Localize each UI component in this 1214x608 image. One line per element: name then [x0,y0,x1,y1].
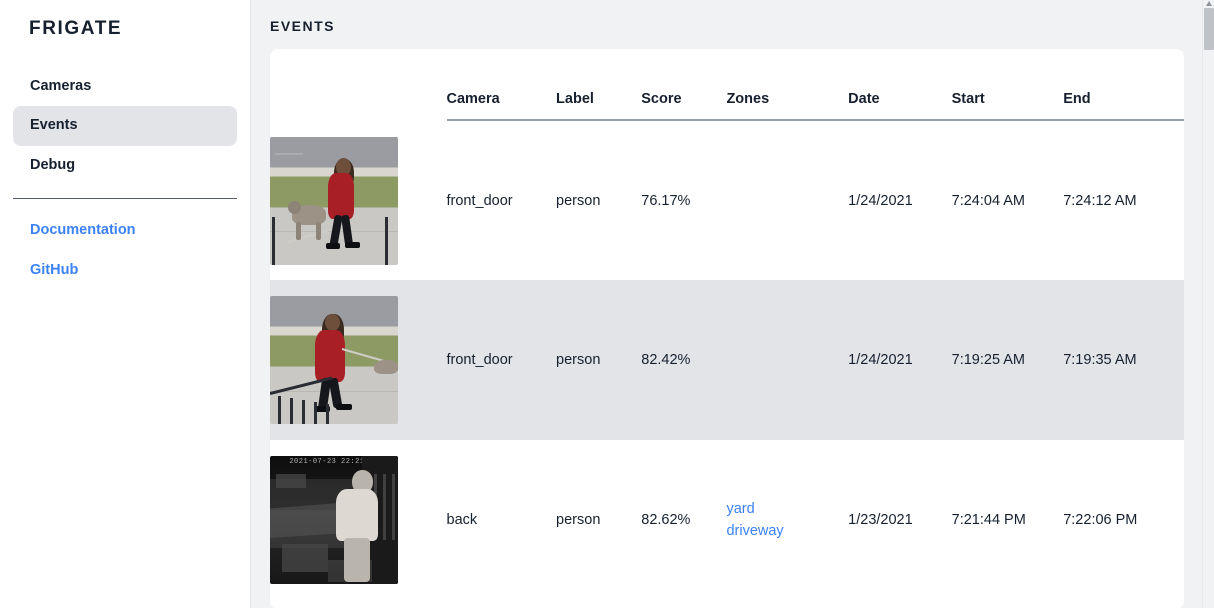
red-coat [328,172,354,219]
event-camera[interactable]: front_door [446,192,513,209]
event-thumbnail-cell [270,120,447,280]
column-header-start[interactable]: Start [951,49,1064,121]
sidebar: FRIGATE Cameras Events Debug Documentati… [0,0,251,608]
scroll-up-arrow-icon[interactable] [1206,1,1212,6]
head [336,157,351,176]
fence-post [290,398,293,424]
column-header-date[interactable]: Date [848,49,952,121]
table-row[interactable]: front_door person 76.17% 1/24/2021 7:24:… [270,120,1184,280]
fence-post [385,216,388,265]
event-start: 7:24:04 AM [951,192,1025,209]
shoe-right [345,241,360,248]
event-end: 7:24:12 AM [1063,192,1137,209]
event-end: 7:22:06 PM [1063,512,1138,528]
column-header-zones[interactable]: Zones [726,49,849,121]
sidebar-nav: Cameras Events Debug [0,67,250,185]
head [352,470,373,494]
table-row[interactable]: front_door person 82.42% 1/24/2021 7:19:… [270,280,1184,440]
event-zones [726,280,849,440]
road-marking [275,153,304,156]
vertical-scrollbar[interactable] [1202,0,1214,608]
white-shirt [336,489,378,541]
sidebar-divider [13,198,237,200]
dog-body [374,360,398,374]
shoe-left [315,406,330,412]
sidebar-link-documentation[interactable]: Documentation [30,222,136,239]
event-score: 76.17% [641,192,691,209]
event-thumbnail-cell [270,280,447,440]
dog-leg [316,221,321,240]
event-zone[interactable]: yard [726,500,755,517]
event-thumbnail-cell: 2021-07-23 22:21:52 [270,440,447,600]
event-thumbnail-image[interactable]: 2021-07-23 22:21:52 [270,456,398,584]
event-zones: yard driveway [726,440,848,600]
table-row[interactable]: 2021-07-23 22:21:52 [270,440,1184,600]
column-header-end[interactable]: End [1063,49,1184,121]
page-title: EVENTS [270,18,336,34]
events-table-head: Camera Label Score Zones Date Start End [270,49,1184,121]
table-header-row: Camera Label Score Zones Date Start End [270,49,1184,121]
fence-post [326,404,329,424]
leg-right [340,214,354,245]
event-camera[interactable]: front_door [446,280,557,440]
event-score: 82.62% [641,512,691,528]
vertical-scrollbar-thumb[interactable] [1204,8,1214,50]
events-card: Camera Label Score Zones Date Start End [270,49,1184,608]
shoe-right [336,404,352,410]
event-date: 1/23/2021 [848,512,913,528]
event-camera[interactable]: back [446,512,478,528]
sidebar-item-cameras[interactable]: Cameras [30,78,92,94]
event-end: 7:19:35 AM [1063,280,1184,440]
events-table-body: front_door person 76.17% 1/24/2021 7:24:… [270,120,1184,600]
event-date: 1/24/2021 [848,192,913,209]
column-header-thumbnail [270,49,447,120]
background-object [276,474,306,488]
shoe-left [326,242,340,249]
column-header-camera[interactable]: Camera [446,49,557,121]
event-label[interactable]: person [556,512,601,528]
event-start: 7:19:25 AM [951,280,1064,440]
event-label[interactable]: person [556,280,642,440]
fence-post [314,402,317,424]
fence-post [272,216,275,265]
sidebar-link-github[interactable]: GitHub [30,261,79,278]
event-date: 1/24/2021 [848,280,952,440]
sidebar-links: Documentation GitHub [0,211,250,290]
sidebar-item-events[interactable]: Events [13,106,237,146]
event-thumbnail-image[interactable] [270,136,398,265]
thumbnail-timestamp-overlay: 2021-07-23 22:21:52 [289,458,379,466]
event-start: 7:21:44 PM [951,512,1026,528]
event-thumbnail-image[interactable] [270,296,398,424]
red-coat [315,330,345,382]
fence-post [302,400,305,424]
event-zone[interactable]: driveway [726,523,784,539]
sidebar-item-debug[interactable]: Debug [30,156,76,173]
event-label[interactable]: person [556,192,601,209]
pants [344,538,370,582]
event-score: 82.42% [641,280,727,440]
app-logo-title: FRIGATE [29,18,123,39]
column-header-score[interactable]: Score [641,49,727,121]
main-content: EVENTS Camera Label Score Zones Date Sta… [251,0,1214,608]
events-table: Camera Label Score Zones Date Start End [270,49,1184,600]
column-header-label[interactable]: Label [556,49,642,121]
head [325,314,340,331]
foreground-object [282,544,328,572]
dog-leg [296,221,301,240]
fence-post [278,396,281,424]
event-zones [726,120,848,280]
dog-head [288,200,301,214]
